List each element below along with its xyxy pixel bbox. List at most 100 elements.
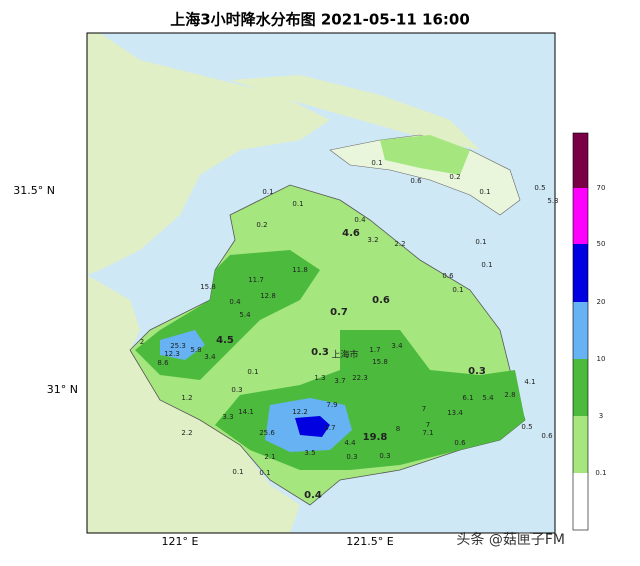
station-value: 25.3 [170,342,186,350]
station-value: 8 [396,425,400,433]
lat-label: 31.5° N [13,184,55,197]
station-value: 0.3 [379,452,390,460]
station-value: 11.7 [248,276,264,284]
station-value: 0.2 [256,221,267,229]
station-value: 0.1 [452,286,463,294]
station-value: 2.2 [181,429,192,437]
station-value: 0.6 [541,432,553,440]
station-value: 4.5 [216,335,234,346]
station-value: 0.4 [229,298,241,306]
station-value: 1.3 [314,374,325,382]
station-value: 0.1 [371,159,382,167]
station-value: 19.8 [363,432,388,443]
station-value: 14.1 [238,408,254,416]
legend-label: 3 [599,412,603,420]
station-value: 0.3 [346,453,357,461]
legend-label: 20 [597,298,606,306]
station-values: 0.10.6 0.20.1 0.55.30.10.20.14.60.43.2 2.2 0… [140,159,559,501]
map [86,32,556,534]
station-value: 8.6 [157,359,169,367]
rain-area [295,416,330,437]
station-value: 3.4 [391,342,403,350]
station-value: 12.3 [164,350,180,358]
station-value: 0.5 [521,423,532,431]
station-value: 0.6 [454,439,466,447]
station-value: 0.7 [324,424,335,432]
station-value: 12.8 [260,292,276,300]
lon-label: 121.5° E [346,535,393,548]
station-value: 4.1 [524,378,535,386]
station-value: 3.5 [304,449,315,457]
lat-label: 31° N [47,383,78,396]
land-outside [87,33,330,533]
station-value: 0.1 [232,468,243,476]
station-value: 2 [140,338,144,346]
station-value: 0.6 [442,272,454,280]
north-bank [230,75,480,150]
station-value: 0.4 [304,490,322,501]
station-value: 3.3 [222,413,233,421]
color-swatch [573,359,588,416]
legend-label: 10 [597,355,606,363]
watermark: 头条 @菇匣子FM [456,531,565,548]
station-value: 2.2 [394,240,405,248]
lon-label: 121° E [162,535,199,548]
colorbar-frame [572,132,589,531]
station-value: 5.8 [190,346,201,354]
legend-label: 70 [597,184,606,192]
map-frame [86,32,556,534]
station-value: 15.8 [200,283,216,291]
station-value: 0.1 [479,188,490,196]
station-value: 5.3 [547,197,558,205]
title: 上海3小时降水分布图 2021-05-11 16:00 [170,11,470,29]
station-value: 0.3 [311,347,329,358]
station-value: 0.6 [410,177,422,185]
rain-area [160,330,205,360]
station-value: 3.7 [334,377,345,385]
station-value: 7 [426,421,430,429]
station-value: 11.8 [292,266,308,274]
color-swatch [573,416,588,473]
station-value: 3.2 [367,236,378,244]
station-value: 5.4 [482,394,494,402]
station-value: 0.4 [354,216,366,224]
station-value: 0.2 [449,173,460,181]
station-value: 2.8 [504,391,515,399]
station-value: 0.1 [262,188,273,196]
station-value: 7.1 [422,429,433,437]
color-swatch [573,133,588,188]
station-value: 0.7 [330,307,348,318]
legend-label: 0.1 [595,469,606,477]
station-value: 0.1 [481,261,492,269]
station-value: 13.4 [447,409,463,417]
station-value: 25.6 [259,429,275,437]
station-value: 5.4 [239,311,251,319]
station-value: 7 [422,405,426,413]
station-value: 0.1 [292,200,303,208]
color-swatch [573,244,588,302]
color-swatch [573,188,588,244]
city-label: 上海市 [331,349,358,361]
station-value: 2.1 [264,453,275,461]
station-value: 22.3 [352,374,368,382]
color-swatch [573,473,588,530]
station-value: 0.5 [534,184,545,192]
station-value: 0.1 [259,469,270,477]
station-value: 4.6 [342,228,360,239]
station-value: 4.4 [344,439,356,447]
station-value: 1.2 [181,394,192,402]
station-value: 6.1 [462,394,473,402]
rain-area [380,135,470,175]
legend-label: 50 [597,240,606,248]
color-swatch [573,302,588,359]
station-value: 1.7 [369,346,380,354]
station-value: 3.4 [204,353,216,361]
station-value: 12.2 [292,408,308,416]
station-value: 0.3 [468,366,486,377]
station-value: 0.3 [231,386,242,394]
station-value: 0.1 [247,368,258,376]
chongming-island [329,134,521,216]
station-value: 7.9 [326,401,337,409]
station-value: 15.8 [372,358,388,366]
